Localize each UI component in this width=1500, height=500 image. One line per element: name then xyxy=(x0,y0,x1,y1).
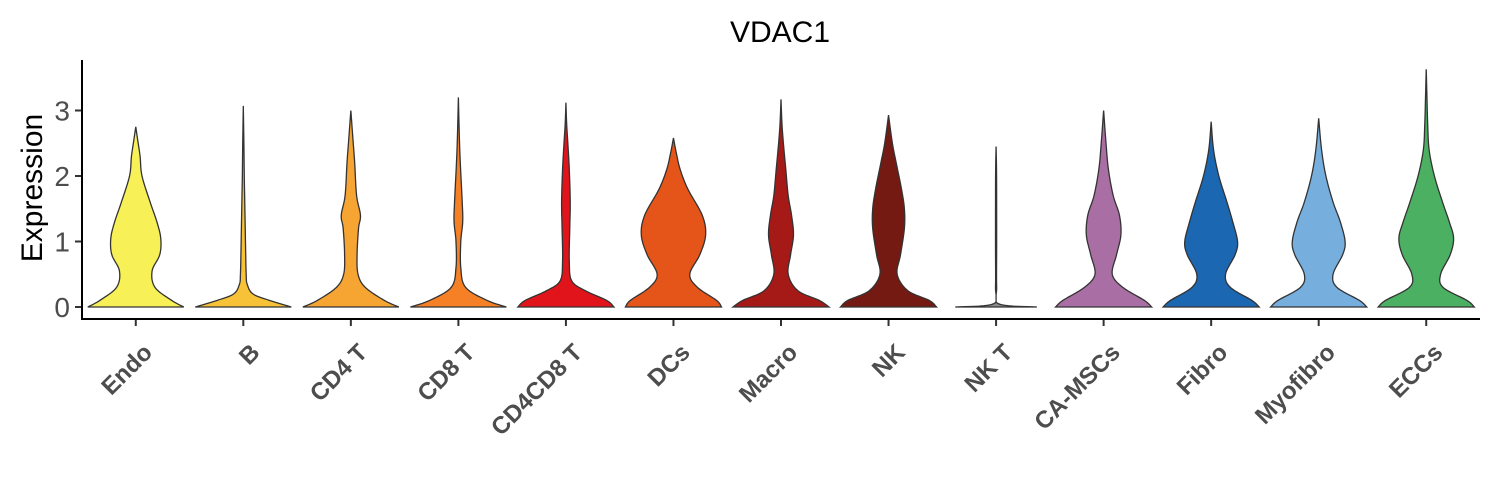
chart-title: VDAC1 xyxy=(730,16,830,49)
violin-ca-mscs xyxy=(1054,110,1154,308)
x-tick-label: Endo xyxy=(96,339,158,401)
violin-cd8-t xyxy=(410,97,507,308)
x-tick-label: CD4CD8 T xyxy=(486,339,588,441)
y-axis-ticks: 0 1 2 3 xyxy=(54,96,82,323)
violin-cd4cd8-t xyxy=(516,102,616,308)
violin-eccs xyxy=(1376,69,1476,308)
violin-nk-t xyxy=(955,146,1037,308)
y-tick-label: 3 xyxy=(54,96,70,127)
x-tick-label: CD8 T xyxy=(412,339,480,407)
y-tick-label: 2 xyxy=(54,161,70,192)
x-tick-label: Macro xyxy=(734,339,803,408)
y-tick-label: 1 xyxy=(54,227,70,258)
x-tick-label: ECCs xyxy=(1384,339,1448,403)
x-tick-label: CD4 T xyxy=(305,339,373,407)
violin-nk xyxy=(839,114,939,308)
y-axis-label: Expression xyxy=(16,114,49,262)
y-tick-label: 0 xyxy=(54,292,70,323)
violin-endo xyxy=(87,126,185,308)
violin-group xyxy=(87,69,1476,308)
violin-b xyxy=(195,105,292,308)
violin-fibro xyxy=(1161,121,1261,308)
x-tick-label: CA-MSCs xyxy=(1029,339,1125,435)
x-tick-label: B xyxy=(234,339,265,370)
x-tick-label: Myofibro xyxy=(1250,339,1341,430)
violin-dcs xyxy=(624,137,723,308)
x-tick-label: Fibro xyxy=(1172,339,1234,401)
x-tick-label: NK T xyxy=(960,339,1019,398)
violin-macro xyxy=(730,99,832,308)
x-tick-label: DCs xyxy=(643,339,696,392)
x-tick-label: NK xyxy=(867,339,911,383)
x-axis-ticks: Endo B CD4 T CD8 T CD4CD8 T DCs Macro NK NK T CA-… xyxy=(96,319,1448,441)
violin-cd4-t xyxy=(302,110,400,308)
violin-myofibro xyxy=(1269,118,1369,308)
